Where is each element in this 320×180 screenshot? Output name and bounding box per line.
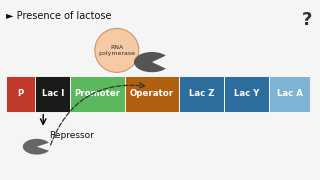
Bar	[6, 76, 35, 112]
Wedge shape	[23, 139, 49, 155]
Text: Repressor: Repressor	[50, 130, 94, 140]
Text: Operator: Operator	[130, 89, 174, 98]
Text: ► Presence of lactose: ► Presence of lactose	[6, 11, 112, 21]
Text: Lac I: Lac I	[42, 89, 64, 98]
Ellipse shape	[95, 28, 139, 72]
Bar	[179, 76, 224, 112]
Bar	[269, 76, 310, 112]
Wedge shape	[134, 52, 166, 72]
Bar	[70, 76, 125, 112]
Bar	[125, 76, 179, 112]
Text: ?: ?	[302, 11, 312, 29]
Text: Lac Z: Lac Z	[189, 89, 214, 98]
Text: Promoter: Promoter	[75, 89, 121, 98]
Text: RNA
polymerase: RNA polymerase	[98, 45, 135, 56]
Text: Lac Y: Lac Y	[234, 89, 259, 98]
Bar	[35, 76, 70, 112]
Bar	[224, 76, 269, 112]
Text: Lac A: Lac A	[277, 89, 302, 98]
Text: P: P	[18, 89, 24, 98]
